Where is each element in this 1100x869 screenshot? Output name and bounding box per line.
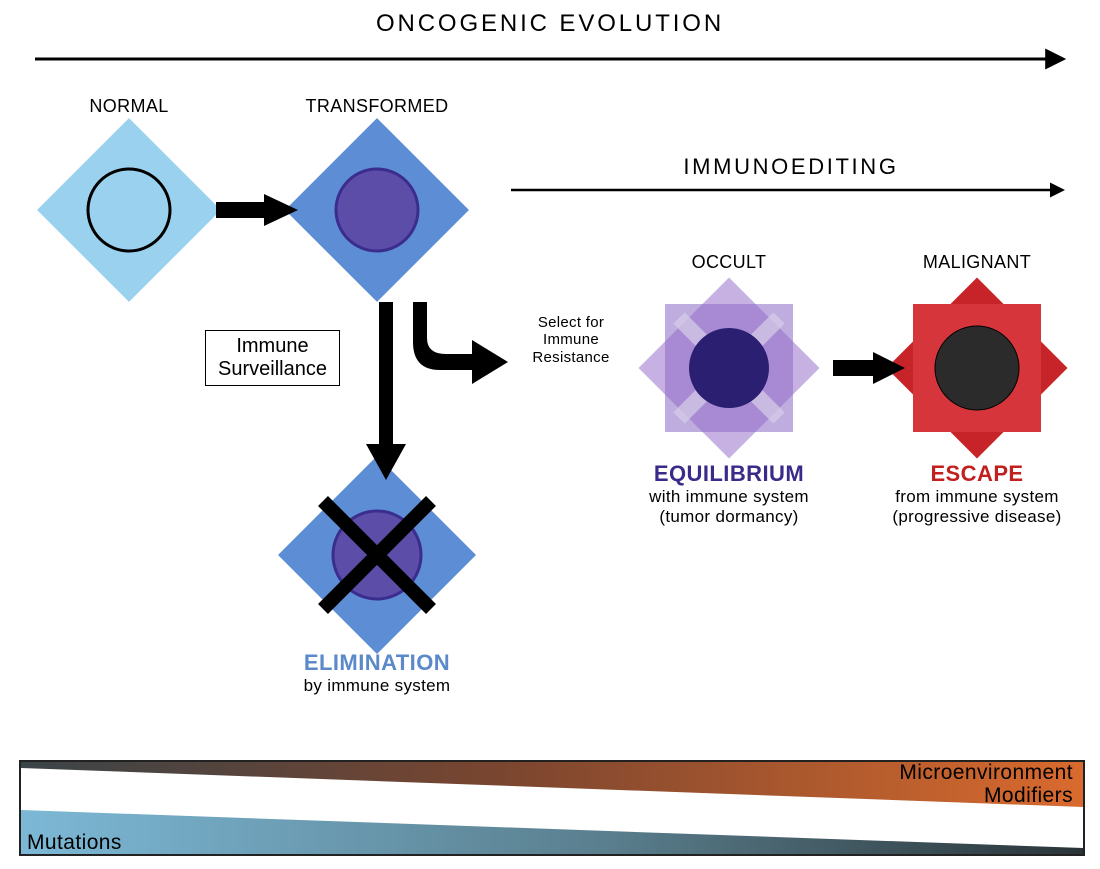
- select-line3: Resistance: [511, 349, 631, 366]
- phase-equilibrium: EQUILIBRIUM with immune system (tumor do…: [609, 461, 849, 527]
- phase-elimination-heading: ELIMINATION: [257, 650, 497, 676]
- label-microenvironment: Microenvironment: [899, 761, 1073, 785]
- phase-equilibrium-sub1: with immune system: [609, 487, 849, 507]
- immune-surveillance-line2: Surveillance: [218, 358, 327, 381]
- box-immune-surveillance: Immune Surveillance: [205, 330, 340, 386]
- phase-elimination-sub: by immune system: [257, 676, 497, 696]
- phase-escape-sub2: (progressive disease): [857, 507, 1097, 527]
- cell-elimination: [278, 456, 476, 654]
- bottom-gradient-frame: Microenvironment Modifiers Mutations: [19, 760, 1085, 856]
- immune-surveillance-line1: Immune: [218, 335, 327, 358]
- cell-occult: [638, 277, 819, 458]
- cell-normal: [37, 118, 221, 302]
- phase-escape-sub1: from immune system: [857, 487, 1097, 507]
- cells-layer: [0, 0, 1100, 869]
- arrow-occult-to-malignant: [833, 352, 905, 384]
- phase-escape: ESCAPE from immune system (progressive d…: [857, 461, 1097, 527]
- label-occult: OCCULT: [649, 252, 809, 273]
- top-arrow: [0, 0, 1100, 869]
- cell-malignant: [886, 277, 1067, 458]
- cell-transformed: [285, 118, 469, 302]
- select-line1: Select for: [511, 314, 631, 331]
- phase-elimination: ELIMINATION by immune system: [257, 650, 497, 696]
- select-line2: Immune: [511, 331, 631, 348]
- arrow-transformed-to-elimination: [366, 302, 406, 480]
- label-malignant: MALIGNANT: [897, 252, 1057, 273]
- label-normal: NORMAL: [49, 96, 209, 117]
- label-mutations: Mutations: [27, 831, 122, 855]
- arrow-curve-to-occult: [413, 302, 508, 384]
- label-immunoediting: IMMUNOEDITING: [511, 154, 1071, 180]
- label-select-for-immune-resistance: Select for Immune Resistance: [511, 314, 631, 366]
- arrow-normal-to-transformed: [216, 194, 298, 226]
- phase-equilibrium-heading: EQUILIBRIUM: [609, 461, 849, 487]
- label-modifiers: Modifiers: [984, 784, 1073, 808]
- phase-escape-heading: ESCAPE: [857, 461, 1097, 487]
- label-transformed: TRANSFORMED: [297, 96, 457, 117]
- title-oncogenic-evolution: ONCOGENIC EVOLUTION: [0, 10, 1100, 38]
- phase-equilibrium-sub2: (tumor dormancy): [609, 507, 849, 527]
